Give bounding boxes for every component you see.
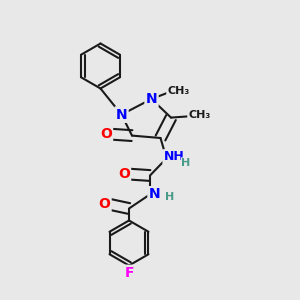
Text: NH: NH <box>164 150 184 164</box>
Text: O: O <box>118 167 130 181</box>
Text: F: F <box>124 266 134 280</box>
Text: CH₃: CH₃ <box>167 86 190 97</box>
Text: N: N <box>146 92 157 106</box>
Text: O: O <box>98 197 110 211</box>
Text: O: O <box>100 127 112 141</box>
Text: H: H <box>182 158 190 168</box>
Text: H: H <box>165 192 174 202</box>
Text: CH₃: CH₃ <box>188 110 211 120</box>
Text: N: N <box>116 108 127 122</box>
Text: N: N <box>149 188 160 201</box>
